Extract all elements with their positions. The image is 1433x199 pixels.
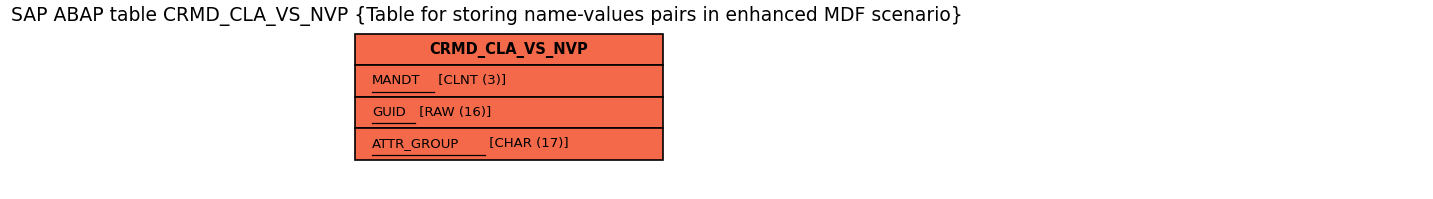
Text: [RAW (16)]: [RAW (16)] <box>416 106 492 119</box>
Text: ATTR_GROUP: ATTR_GROUP <box>371 137 459 150</box>
FancyBboxPatch shape <box>355 65 662 97</box>
FancyBboxPatch shape <box>355 97 662 128</box>
Text: MANDT: MANDT <box>371 74 420 88</box>
Text: [CHAR (17)]: [CHAR (17)] <box>484 137 569 150</box>
Text: SAP ABAP table CRMD_CLA_VS_NVP {Table for storing name-values pairs in enhanced : SAP ABAP table CRMD_CLA_VS_NVP {Table fo… <box>11 6 963 26</box>
FancyBboxPatch shape <box>355 34 662 65</box>
Text: GUID: GUID <box>371 106 406 119</box>
FancyBboxPatch shape <box>355 128 662 160</box>
Text: CRMD_CLA_VS_NVP: CRMD_CLA_VS_NVP <box>430 42 588 58</box>
Text: [CLNT (3)]: [CLNT (3)] <box>434 74 507 88</box>
